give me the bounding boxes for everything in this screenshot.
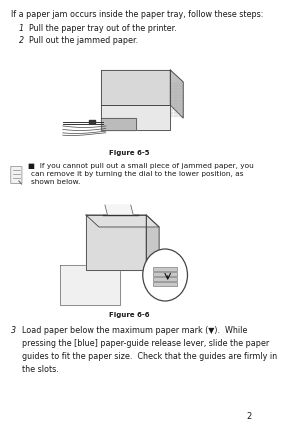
Polygon shape (101, 70, 170, 105)
Text: If a paper jam occurs inside the paper tray, follow these steps:: If a paper jam occurs inside the paper t… (11, 10, 264, 19)
Text: Load paper below the maximum paper mark (▼).  While
pressing the [blue] paper-gu: Load paper below the maximum paper mark … (22, 326, 277, 374)
Bar (153, 282, 177, 285)
Text: can remove it by turning the dial to the lower position, as: can remove it by turning the dial to the… (31, 171, 244, 177)
Text: 3: 3 (11, 326, 16, 335)
Polygon shape (86, 215, 146, 270)
Text: Pull the paper tray out of the printer.: Pull the paper tray out of the printer. (29, 24, 177, 33)
Text: Figure 6-5: Figure 6-5 (109, 150, 149, 156)
Circle shape (143, 249, 188, 301)
Polygon shape (101, 118, 136, 130)
Polygon shape (86, 215, 159, 227)
Text: shown below.: shown below. (31, 179, 80, 185)
Bar (153, 277, 177, 280)
Text: 1: 1 (19, 24, 24, 33)
Text: Figure 6-6: Figure 6-6 (109, 312, 149, 318)
Bar (153, 272, 177, 276)
Polygon shape (105, 205, 133, 215)
Polygon shape (60, 265, 120, 305)
Polygon shape (146, 215, 159, 270)
Text: Pull out the jammed paper.: Pull out the jammed paper. (29, 36, 138, 45)
Polygon shape (101, 105, 170, 130)
Bar (153, 267, 177, 271)
Text: 2: 2 (19, 36, 24, 45)
Text: ■  If you cannot pull out a small piece of jammed paper, you: ■ If you cannot pull out a small piece o… (28, 163, 253, 169)
FancyBboxPatch shape (11, 167, 22, 184)
Polygon shape (170, 70, 183, 118)
Text: 2: 2 (247, 412, 252, 421)
